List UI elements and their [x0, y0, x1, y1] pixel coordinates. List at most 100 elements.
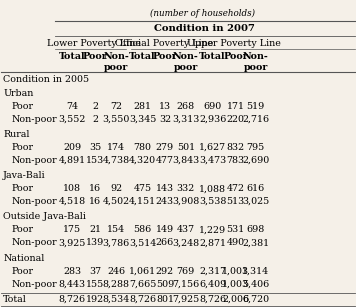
Text: 35: 35 — [89, 143, 101, 152]
Text: 8,443: 8,443 — [58, 280, 85, 289]
Text: 437: 437 — [177, 225, 195, 235]
Text: 3,514: 3,514 — [129, 238, 156, 247]
Text: 74: 74 — [66, 102, 78, 111]
Text: 171: 171 — [226, 102, 245, 111]
Text: 281: 281 — [134, 102, 152, 111]
Text: 21: 21 — [89, 225, 101, 235]
Text: 2,317: 2,317 — [199, 267, 226, 276]
Text: 3,345: 3,345 — [129, 115, 156, 124]
Text: Poor: Poor — [12, 225, 34, 235]
Text: 154: 154 — [107, 225, 125, 235]
Text: 332: 332 — [177, 184, 195, 193]
Text: 801: 801 — [156, 295, 174, 304]
Text: 3,248: 3,248 — [172, 238, 199, 247]
Text: 769: 769 — [177, 267, 195, 276]
Text: Poor: Poor — [83, 52, 108, 61]
Text: 7,665: 7,665 — [129, 280, 156, 289]
Text: 143: 143 — [156, 184, 174, 193]
Text: 8,288: 8,288 — [103, 280, 130, 289]
Text: Total: Total — [129, 52, 156, 61]
Text: Condition in 2007: Condition in 2007 — [155, 24, 255, 33]
Text: Non-poor: Non-poor — [12, 238, 58, 247]
Text: 192: 192 — [86, 295, 104, 304]
Text: 2,381: 2,381 — [242, 238, 269, 247]
Text: 153: 153 — [86, 156, 104, 165]
Text: 108: 108 — [63, 184, 81, 193]
Text: Non-
poor: Non- poor — [103, 52, 129, 72]
Text: Official Poverty Line: Official Poverty Line — [115, 39, 213, 48]
Text: 1,088: 1,088 — [199, 184, 226, 193]
Text: 2,690: 2,690 — [242, 156, 269, 165]
Text: 243: 243 — [156, 197, 174, 206]
Text: 3,908: 3,908 — [172, 197, 199, 206]
Text: 6,409: 6,409 — [199, 280, 226, 289]
Text: 1,061: 1,061 — [129, 267, 156, 276]
Text: 292: 292 — [156, 267, 174, 276]
Text: 4,891: 4,891 — [58, 156, 85, 165]
Text: 3,538: 3,538 — [199, 197, 226, 206]
Text: Non-poor: Non-poor — [12, 280, 58, 289]
Text: 616: 616 — [247, 184, 265, 193]
Text: 8,534: 8,534 — [103, 295, 130, 304]
Text: Poor: Poor — [12, 184, 34, 193]
Text: 220: 220 — [226, 115, 245, 124]
Text: 780: 780 — [134, 143, 152, 152]
Text: 586: 586 — [134, 225, 152, 235]
Text: Total: Total — [199, 52, 226, 61]
Text: Poor: Poor — [12, 102, 34, 111]
Text: National: National — [3, 254, 44, 263]
Text: Lower Poverty Line: Lower Poverty Line — [47, 39, 141, 48]
Text: 246: 246 — [107, 267, 125, 276]
Text: 2,871: 2,871 — [199, 238, 226, 247]
Text: 477: 477 — [156, 156, 174, 165]
Text: Poor: Poor — [223, 52, 248, 61]
Text: 2,716: 2,716 — [242, 115, 269, 124]
Text: 2: 2 — [92, 115, 98, 124]
Text: 5,406: 5,406 — [242, 280, 269, 289]
Text: 3,843: 3,843 — [172, 156, 199, 165]
Text: 3,925: 3,925 — [58, 238, 86, 247]
Text: 92: 92 — [110, 184, 122, 193]
Text: 283: 283 — [63, 267, 81, 276]
Text: Total: Total — [3, 295, 27, 304]
Text: Non-
poor: Non- poor — [243, 52, 268, 72]
Text: 3,550: 3,550 — [103, 115, 130, 124]
Text: Total: Total — [59, 52, 85, 61]
Text: 4,320: 4,320 — [129, 156, 156, 165]
Text: Poor: Poor — [12, 267, 34, 276]
Text: 690: 690 — [204, 102, 222, 111]
Text: 531: 531 — [226, 225, 245, 235]
Text: 8,726: 8,726 — [129, 295, 156, 304]
Text: 1,003: 1,003 — [222, 267, 249, 276]
Text: 783: 783 — [226, 156, 245, 165]
Text: 175: 175 — [63, 225, 81, 235]
Text: 2,006: 2,006 — [222, 295, 249, 304]
Text: 1,229: 1,229 — [199, 225, 226, 235]
Text: 513: 513 — [226, 197, 245, 206]
Text: 3,473: 3,473 — [199, 156, 226, 165]
Text: Java-Bali: Java-Bali — [3, 171, 46, 180]
Text: 266: 266 — [156, 238, 174, 247]
Text: 37: 37 — [89, 267, 101, 276]
Text: 490: 490 — [226, 238, 245, 247]
Text: 475: 475 — [134, 184, 152, 193]
Text: 16: 16 — [89, 197, 101, 206]
Text: 3,786: 3,786 — [103, 238, 130, 247]
Text: Upper Poverty Line: Upper Poverty Line — [187, 39, 281, 48]
Text: 4,518: 4,518 — [58, 197, 85, 206]
Text: 149: 149 — [156, 225, 174, 235]
Text: 6,720: 6,720 — [242, 295, 269, 304]
Text: 2,936: 2,936 — [199, 115, 226, 124]
Text: Outside Java-Bali: Outside Java-Bali — [3, 212, 86, 221]
Text: 509: 509 — [156, 280, 174, 289]
Text: 155: 155 — [86, 280, 104, 289]
Text: 7,925: 7,925 — [172, 295, 199, 304]
Text: 1,627: 1,627 — [199, 143, 226, 152]
Text: 268: 268 — [177, 102, 195, 111]
Text: Non-poor: Non-poor — [12, 197, 58, 206]
Text: Rural: Rural — [3, 130, 30, 139]
Text: 698: 698 — [247, 225, 265, 235]
Text: 7,156: 7,156 — [172, 280, 199, 289]
Text: 1,314: 1,314 — [242, 267, 269, 276]
Text: 4,738: 4,738 — [103, 156, 130, 165]
